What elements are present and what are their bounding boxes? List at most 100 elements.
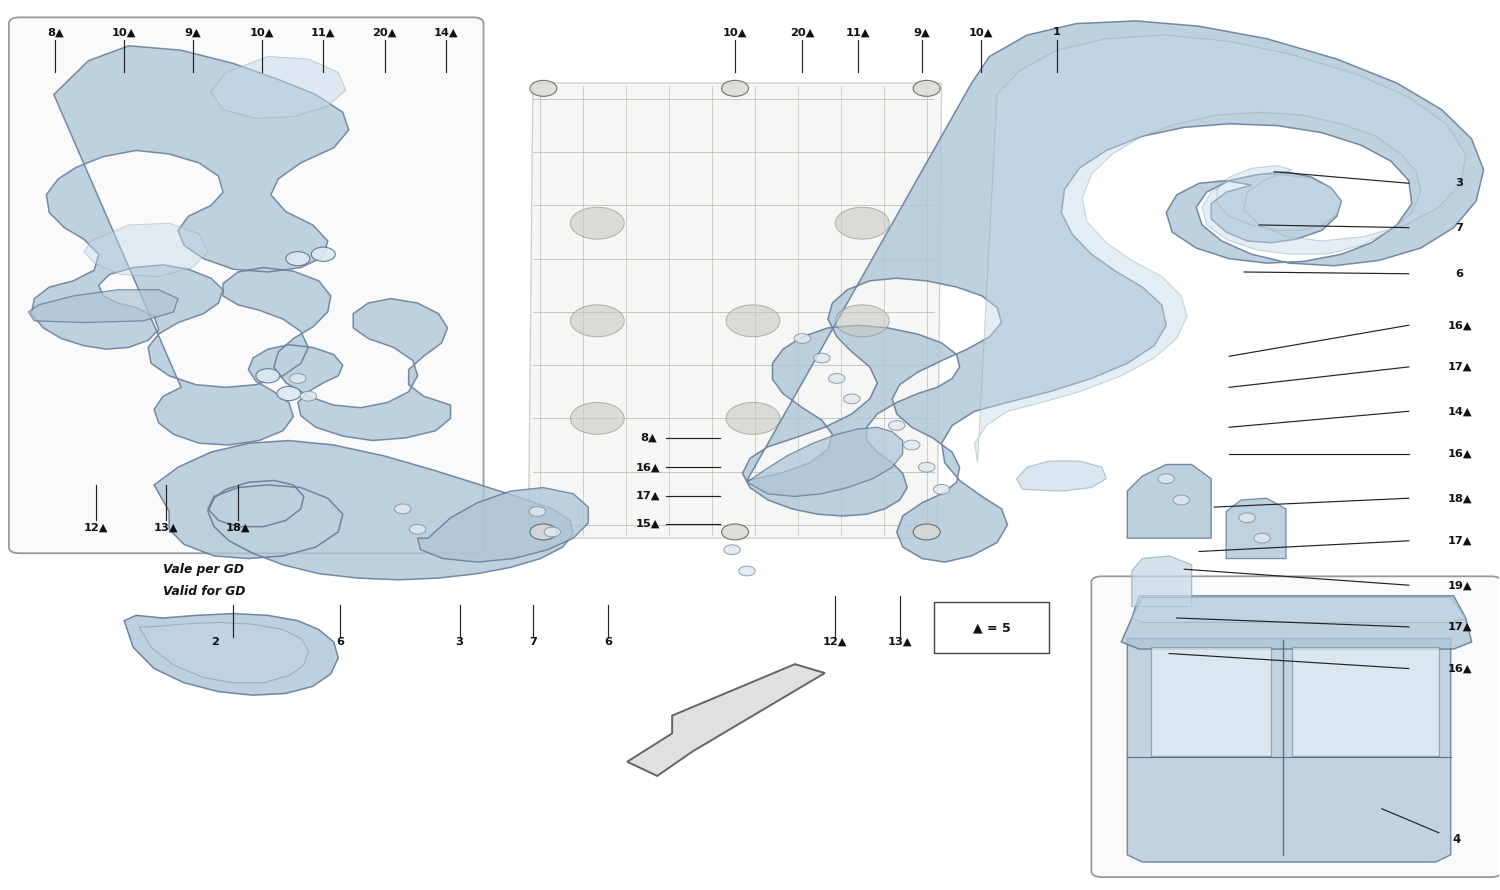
Circle shape xyxy=(394,504,411,514)
Polygon shape xyxy=(1132,597,1466,622)
Text: 8▲: 8▲ xyxy=(640,433,657,443)
Circle shape xyxy=(740,566,754,576)
Circle shape xyxy=(726,304,780,336)
Text: 20▲: 20▲ xyxy=(790,28,814,37)
Text: 6: 6 xyxy=(1455,269,1464,279)
Text: 11▲: 11▲ xyxy=(846,28,870,37)
Polygon shape xyxy=(84,223,209,277)
Polygon shape xyxy=(975,35,1466,463)
Polygon shape xyxy=(32,45,450,445)
FancyBboxPatch shape xyxy=(934,602,1050,653)
Circle shape xyxy=(312,247,336,262)
Circle shape xyxy=(722,524,748,540)
Text: 17▲: 17▲ xyxy=(636,490,660,500)
Circle shape xyxy=(570,402,624,434)
Circle shape xyxy=(813,353,830,363)
Circle shape xyxy=(724,545,741,554)
Polygon shape xyxy=(1152,647,1270,756)
Text: 8▲: 8▲ xyxy=(46,28,63,37)
Text: 7: 7 xyxy=(530,637,537,647)
Circle shape xyxy=(290,374,306,384)
Circle shape xyxy=(836,304,890,336)
Circle shape xyxy=(544,527,561,537)
Circle shape xyxy=(722,80,748,96)
Text: 16▲: 16▲ xyxy=(1448,320,1472,330)
Text: ▲ = 5: ▲ = 5 xyxy=(974,621,1011,635)
Polygon shape xyxy=(747,427,903,497)
Text: 19▲: 19▲ xyxy=(1448,580,1472,590)
Polygon shape xyxy=(154,441,573,580)
Text: 10▲: 10▲ xyxy=(969,28,993,37)
Circle shape xyxy=(1173,495,1190,505)
Text: 18▲: 18▲ xyxy=(225,522,251,532)
Text: 9▲: 9▲ xyxy=(184,28,201,37)
FancyBboxPatch shape xyxy=(1092,577,1500,877)
Text: 11▲: 11▲ xyxy=(310,28,336,37)
Text: 10▲: 10▲ xyxy=(112,28,136,37)
Text: 14▲: 14▲ xyxy=(433,28,459,37)
Circle shape xyxy=(933,484,950,494)
Text: 15▲: 15▲ xyxy=(636,519,660,529)
Circle shape xyxy=(300,392,316,401)
Text: 12▲: 12▲ xyxy=(84,522,108,532)
Circle shape xyxy=(1239,513,1256,522)
Polygon shape xyxy=(28,290,178,322)
Text: 10▲: 10▲ xyxy=(249,28,274,37)
Text: 17▲: 17▲ xyxy=(1448,622,1472,632)
Circle shape xyxy=(794,334,810,344)
Circle shape xyxy=(836,207,890,239)
Text: 3: 3 xyxy=(1455,178,1464,189)
Text: 9▲: 9▲ xyxy=(914,28,930,37)
Text: 14▲: 14▲ xyxy=(1448,407,1472,417)
Text: Vale per GD: Vale per GD xyxy=(164,562,244,576)
Polygon shape xyxy=(124,613,339,695)
Circle shape xyxy=(570,207,624,239)
FancyBboxPatch shape xyxy=(9,18,483,554)
Circle shape xyxy=(530,524,556,540)
Polygon shape xyxy=(627,664,825,776)
Text: 6: 6 xyxy=(336,637,344,647)
Text: 20▲: 20▲ xyxy=(372,28,398,37)
Text: 13▲: 13▲ xyxy=(888,637,912,647)
Text: Valid for GD: Valid for GD xyxy=(164,585,246,598)
Circle shape xyxy=(256,368,280,383)
Circle shape xyxy=(914,80,940,96)
Circle shape xyxy=(726,402,780,434)
Polygon shape xyxy=(1128,638,1450,862)
Text: 13▲: 13▲ xyxy=(154,522,178,532)
Polygon shape xyxy=(742,20,1484,562)
Circle shape xyxy=(828,374,844,384)
Circle shape xyxy=(1254,533,1270,543)
Text: 3: 3 xyxy=(456,637,464,647)
Circle shape xyxy=(530,80,556,96)
Polygon shape xyxy=(417,488,588,562)
Polygon shape xyxy=(1132,556,1191,606)
Text: 4: 4 xyxy=(1452,833,1461,846)
Polygon shape xyxy=(1122,595,1472,649)
Circle shape xyxy=(530,506,546,516)
Text: 1: 1 xyxy=(1053,28,1060,37)
Text: 6: 6 xyxy=(604,637,612,647)
Text: 10▲: 10▲ xyxy=(723,28,747,37)
Polygon shape xyxy=(1128,465,1210,538)
Text: 18▲: 18▲ xyxy=(1448,493,1472,503)
Text: 12▲: 12▲ xyxy=(824,637,848,647)
Circle shape xyxy=(914,524,940,540)
Circle shape xyxy=(286,252,310,266)
Text: 16▲: 16▲ xyxy=(1448,664,1472,674)
Text: 17▲: 17▲ xyxy=(1448,536,1472,546)
Circle shape xyxy=(410,524,426,534)
Circle shape xyxy=(570,304,624,336)
Text: 16▲: 16▲ xyxy=(1448,449,1472,459)
Circle shape xyxy=(1158,473,1174,483)
Circle shape xyxy=(278,386,302,400)
Polygon shape xyxy=(1292,647,1438,756)
Polygon shape xyxy=(1017,461,1107,491)
Polygon shape xyxy=(528,83,942,538)
Text: 2: 2 xyxy=(211,637,219,647)
Polygon shape xyxy=(140,622,309,683)
Circle shape xyxy=(903,441,920,449)
Circle shape xyxy=(843,394,860,404)
Text: 7: 7 xyxy=(1455,222,1464,232)
Circle shape xyxy=(918,462,934,472)
